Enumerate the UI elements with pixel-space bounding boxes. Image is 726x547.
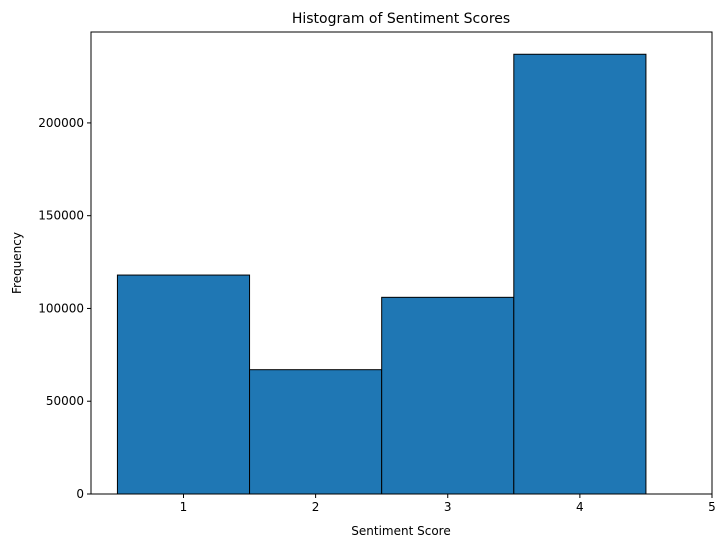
y-tick-label: 100000 — [38, 301, 84, 315]
x-tick-label: 5 — [708, 500, 716, 514]
x-tick-label: 4 — [576, 500, 584, 514]
x-ticks-group: 1 2 3 4 5 — [180, 494, 716, 514]
x-axis-label: Sentiment Score — [351, 524, 450, 538]
histogram-bar-1 — [116, 274, 251, 495]
y-tick-label: 200000 — [38, 116, 84, 130]
chart-title: Histogram of Sentiment Scores — [292, 11, 510, 27]
x-tick-label: 2 — [312, 500, 320, 514]
y-axis-label: Frequency — [10, 232, 24, 294]
y-tick-label: 150000 — [38, 209, 84, 223]
x-tick-label: 3 — [444, 500, 452, 514]
y-tick-label: 50000 — [46, 394, 84, 408]
bars-group — [116, 53, 647, 495]
histogram-bar-4 — [513, 53, 647, 495]
histogram-bar-3 — [381, 296, 515, 495]
y-ticks-group: 0 50000 100000 150000 200000 — [38, 116, 91, 501]
y-tick-label: 0 — [76, 487, 84, 501]
x-tick-label: 1 — [180, 500, 188, 514]
plot-frame — [90, 31, 713, 495]
histogram-bar-2 — [249, 369, 383, 495]
